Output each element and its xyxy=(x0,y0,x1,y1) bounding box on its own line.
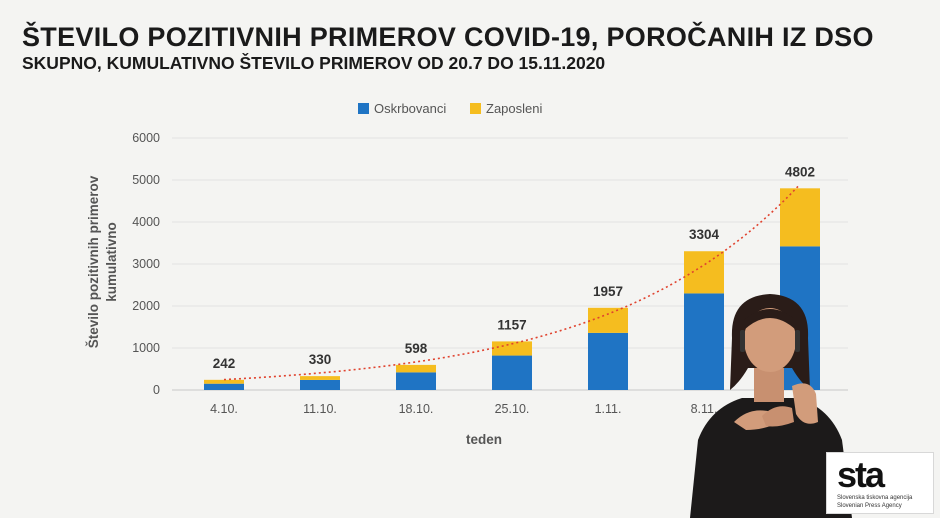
bar-oskrbovanci xyxy=(588,332,628,390)
bar-oskrbovanci xyxy=(684,293,724,390)
total-data-label: 1157 xyxy=(497,317,526,332)
bar-zaposleni xyxy=(588,307,628,333)
sta-logo: sta Slovenska tiskovna agencija Slovenia… xyxy=(826,452,934,514)
x-axis-title: teden xyxy=(466,432,502,447)
chart-subtitle: SKUPNO, KUMULATIVNO ŠTEVILO PRIMEROV OD … xyxy=(22,53,606,73)
x-tick-label: 8.11. xyxy=(691,402,718,416)
bar-zaposleni xyxy=(684,251,724,294)
total-data-label: 3304 xyxy=(689,227,720,242)
bar-oskrbovanci xyxy=(492,355,532,390)
trend-line xyxy=(223,183,801,381)
x-tick-label: 18.10. xyxy=(399,402,434,416)
legend-label-oskrbovanci: Oskrbovanci xyxy=(374,101,446,116)
y-tick-label: 0 xyxy=(153,383,160,397)
sign-language-interpreter xyxy=(690,294,852,518)
legend-swatch-zaposleni xyxy=(470,103,481,114)
bar-zaposleni xyxy=(492,341,532,356)
bar-zaposleni xyxy=(204,379,244,384)
bar-zaposleni xyxy=(780,188,820,247)
sta-logo-line2: Slovenian Press Agency xyxy=(837,503,902,509)
total-data-label: 4802 xyxy=(785,164,815,179)
total-data-label: 242 xyxy=(213,356,236,371)
y-tick-label: 5000 xyxy=(132,173,160,187)
x-tick-label: 25.10. xyxy=(495,402,530,416)
bar-zaposleni xyxy=(300,376,340,380)
bar-oskrbovanci xyxy=(300,379,340,390)
y-tick-label: 3000 xyxy=(132,257,160,271)
bar-oskrbovanci xyxy=(396,372,436,390)
x-tick-label: 4.10. xyxy=(210,402,238,416)
y-axis-title: Število pozitivnih primerov kumulativno xyxy=(86,175,119,348)
total-data-label: 330 xyxy=(309,352,332,367)
chart-title: ŠTEVILO POZITIVNIH PRIMEROV COVID-19, PO… xyxy=(22,22,874,52)
y-tick-label: 6000 xyxy=(132,131,160,145)
legend-label-zaposleni: Zaposleni xyxy=(486,101,542,116)
sta-logo-line1: Slovenska tiskovna agencija xyxy=(837,495,913,501)
bar-oskrbovanci xyxy=(204,383,244,390)
y-tick-label: 2000 xyxy=(132,299,160,313)
bar-zaposleni xyxy=(396,364,436,373)
sta-logo-mark: sta xyxy=(837,454,885,495)
x-tick-label: 1.11. xyxy=(595,402,622,416)
y-tick-label: 1000 xyxy=(132,341,160,355)
total-data-label: 1957 xyxy=(593,284,623,299)
y-tick-label: 4000 xyxy=(132,215,160,229)
legend-swatch-oskrbovanci xyxy=(358,103,369,114)
x-tick-label: 11.10. xyxy=(303,402,337,416)
total-data-label: 598 xyxy=(405,341,428,356)
